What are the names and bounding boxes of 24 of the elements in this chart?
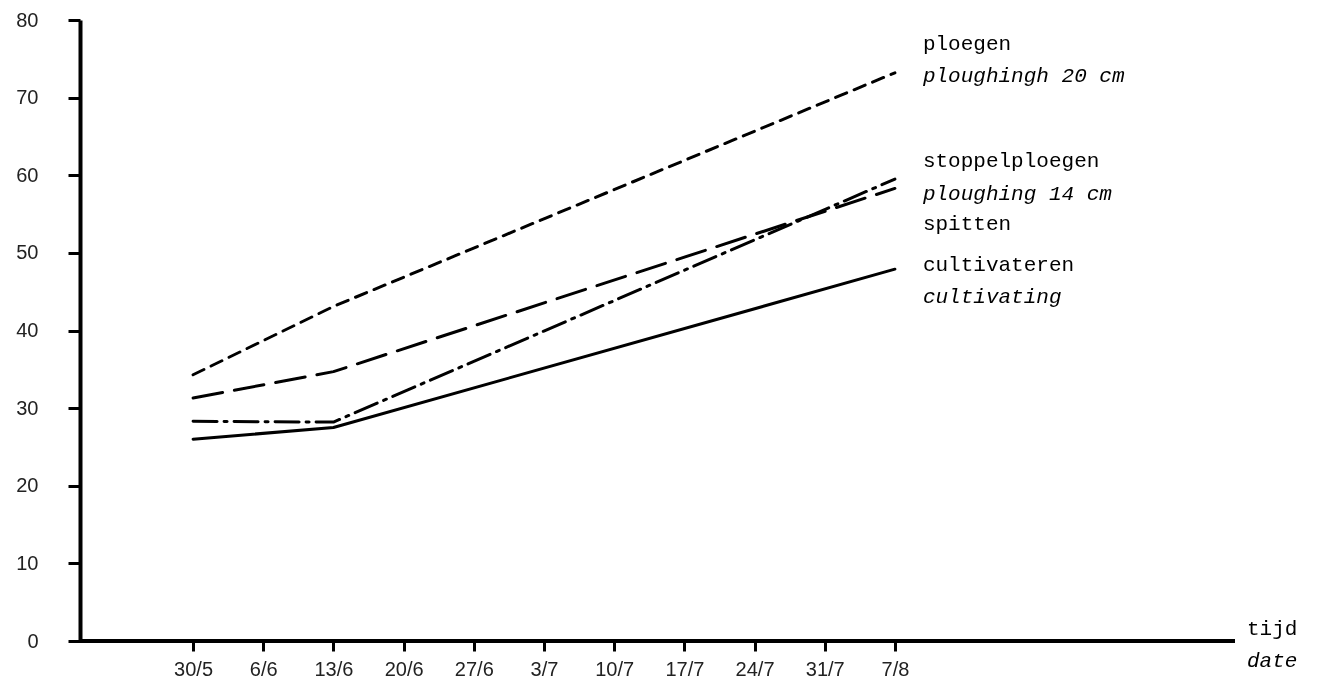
y-tick-label: 50 — [16, 241, 39, 264]
x-tick-label: 6/6 — [249, 657, 278, 680]
x-tick-label: 30/5 — [174, 657, 214, 680]
y-tick-label: 20 — [16, 474, 39, 497]
text: tijd date — [1247, 618, 1298, 673]
x-tick-label: 7/8 — [881, 657, 910, 680]
y-tick-label: 60 — [16, 163, 39, 186]
x-tick-label: 20/6 — [384, 657, 424, 680]
y-tick-label: 80 — [16, 8, 39, 31]
y-tick-label: 30 — [16, 396, 39, 419]
x-tick-label: 31/7 — [805, 657, 845, 680]
series-label: ploegen ploughingh 20 cm — [921, 32, 1125, 88]
y-tick-label: 10 — [16, 551, 39, 574]
y-tick-label: 70 — [16, 86, 39, 109]
x-tick-label: 3/7 — [530, 657, 559, 680]
y-tick-label: 40 — [16, 319, 39, 341]
x-tick-label: 24/7 — [735, 657, 775, 680]
y-tick-label: 0 — [27, 629, 39, 652]
x-tick-label: 13/6 — [314, 657, 354, 680]
series-label: spitten — [922, 213, 1012, 237]
series-label: cultivateren cultivating — [922, 254, 1075, 310]
x-tick-label: 27/6 — [454, 657, 494, 680]
x-tick-label: 10/7 — [595, 657, 635, 680]
x-tick-label: 17/7 — [665, 657, 705, 680]
